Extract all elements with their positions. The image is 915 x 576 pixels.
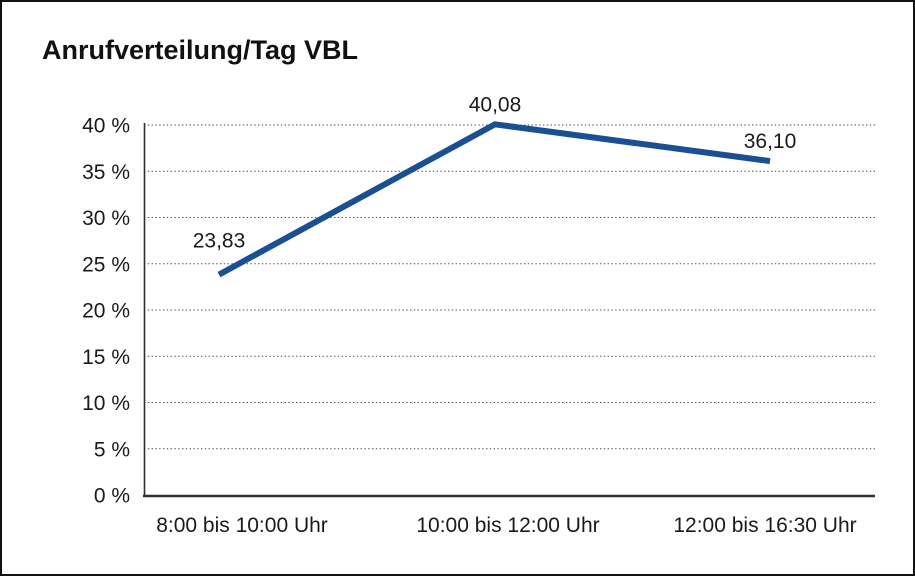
- y-tick-label: 0 %: [94, 485, 130, 508]
- chart-title: Anrufverteilung/Tag VBL: [42, 35, 359, 65]
- x-tick-label: 12:00 bis 16:30 Uhr: [673, 514, 856, 537]
- y-tick-label: 5 %: [94, 438, 130, 461]
- data-series-line: [217, 121, 771, 278]
- y-tick-label: 20 %: [82, 300, 130, 323]
- y-tick-label: 30 %: [82, 207, 130, 230]
- value-label: 36,10: [744, 130, 797, 153]
- value-label: 23,83: [193, 230, 246, 253]
- y-tick-label: 25 %: [82, 253, 130, 276]
- y-tick-label: 15 %: [82, 346, 130, 369]
- value-label: 40,08: [469, 93, 522, 116]
- y-tick-label: 35 %: [82, 161, 130, 184]
- x-tick-label: 8:00 bis 10:00 Uhr: [156, 514, 328, 537]
- y-tick-label: 10 %: [82, 392, 130, 415]
- x-tick-label: 10:00 bis 12:00 Uhr: [416, 514, 599, 537]
- y-tick-label: 40 %: [82, 115, 130, 138]
